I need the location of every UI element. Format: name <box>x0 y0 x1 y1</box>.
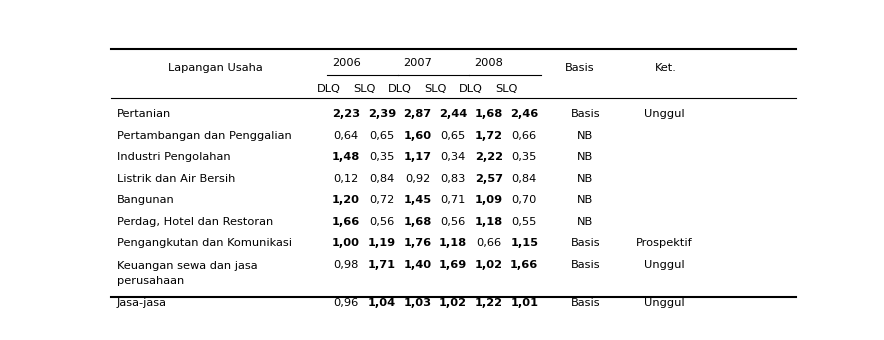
Text: 1,68: 1,68 <box>475 109 503 119</box>
Text: 0,71: 0,71 <box>440 195 466 205</box>
Text: 0,56: 0,56 <box>440 217 466 227</box>
Text: 0,96: 0,96 <box>333 299 359 308</box>
Text: 0,56: 0,56 <box>370 217 394 227</box>
Text: 0,72: 0,72 <box>370 195 394 205</box>
Text: Basis: Basis <box>570 238 600 248</box>
Text: 1,69: 1,69 <box>439 260 467 270</box>
Text: 1,66: 1,66 <box>510 260 538 270</box>
Text: 1,09: 1,09 <box>475 195 503 205</box>
Text: 2,46: 2,46 <box>510 109 538 119</box>
Text: 1,18: 1,18 <box>439 238 467 248</box>
Text: 1,60: 1,60 <box>403 131 431 141</box>
Text: Ket.: Ket. <box>654 63 676 73</box>
Text: Pertanian: Pertanian <box>117 109 171 119</box>
Text: Prospektif: Prospektif <box>636 238 692 248</box>
Text: 1,02: 1,02 <box>475 260 503 270</box>
Text: SLQ: SLQ <box>424 84 446 94</box>
Text: DLQ: DLQ <box>459 84 483 94</box>
Text: 1,72: 1,72 <box>475 131 503 141</box>
Text: Jasa-jasa: Jasa-jasa <box>117 299 167 308</box>
Text: Unggul: Unggul <box>644 109 684 119</box>
Text: 1,71: 1,71 <box>368 260 396 270</box>
Text: Pertambangan dan Penggalian: Pertambangan dan Penggalian <box>117 131 292 141</box>
Text: 2,23: 2,23 <box>332 109 361 119</box>
Text: 2008: 2008 <box>474 58 503 68</box>
Text: 2,57: 2,57 <box>475 174 503 184</box>
Text: 0,64: 0,64 <box>333 131 359 141</box>
Text: Industri Pengolahan: Industri Pengolahan <box>117 152 231 162</box>
Text: NB: NB <box>577 152 593 162</box>
Text: DLQ: DLQ <box>316 84 340 94</box>
Text: Bangunan: Bangunan <box>117 195 174 205</box>
Text: Unggul: Unggul <box>644 299 684 308</box>
Text: 0,35: 0,35 <box>512 152 537 162</box>
Text: 0,92: 0,92 <box>405 174 430 184</box>
Text: Basis: Basis <box>570 109 600 119</box>
Text: 2,44: 2,44 <box>439 109 467 119</box>
Text: NB: NB <box>577 217 593 227</box>
Text: 2006: 2006 <box>332 58 361 68</box>
Text: 1,15: 1,15 <box>510 238 538 248</box>
Text: Perdag, Hotel dan Restoran: Perdag, Hotel dan Restoran <box>117 217 273 227</box>
Text: 0,83: 0,83 <box>440 174 466 184</box>
Text: 0,65: 0,65 <box>370 131 394 141</box>
Text: 1,66: 1,66 <box>332 217 361 227</box>
Text: 1,68: 1,68 <box>403 217 431 227</box>
Text: 0,34: 0,34 <box>440 152 466 162</box>
Text: 1,76: 1,76 <box>403 238 431 248</box>
Text: SLQ: SLQ <box>495 84 518 94</box>
Text: 1,01: 1,01 <box>510 299 538 308</box>
Text: 1,18: 1,18 <box>475 217 503 227</box>
Text: 1,04: 1,04 <box>368 299 396 308</box>
Text: 0,84: 0,84 <box>370 174 394 184</box>
Text: 0,66: 0,66 <box>512 131 537 141</box>
Text: 2,39: 2,39 <box>368 109 396 119</box>
Text: Pengangkutan dan Komunikasi: Pengangkutan dan Komunikasi <box>117 238 292 248</box>
Text: 1,00: 1,00 <box>332 238 360 248</box>
Text: NB: NB <box>577 195 593 205</box>
Text: 2,22: 2,22 <box>475 152 503 162</box>
Text: Basis: Basis <box>570 299 600 308</box>
Text: 2,87: 2,87 <box>403 109 431 119</box>
Text: 1,17: 1,17 <box>403 152 431 162</box>
Text: perusahaan: perusahaan <box>117 276 184 286</box>
Text: 0,70: 0,70 <box>512 195 537 205</box>
Text: NB: NB <box>577 131 593 141</box>
Text: SLQ: SLQ <box>353 84 375 94</box>
Text: 0,35: 0,35 <box>370 152 394 162</box>
Text: NB: NB <box>577 174 593 184</box>
Text: 1,19: 1,19 <box>368 238 396 248</box>
Text: 1,03: 1,03 <box>403 299 431 308</box>
Text: 0,98: 0,98 <box>333 260 359 270</box>
Text: 0,12: 0,12 <box>333 174 359 184</box>
Text: 0,55: 0,55 <box>512 217 537 227</box>
Text: Unggul: Unggul <box>644 260 684 270</box>
Text: 1,40: 1,40 <box>403 260 431 270</box>
Text: Keuangan sewa dan jasa: Keuangan sewa dan jasa <box>117 261 257 271</box>
Text: 1,48: 1,48 <box>332 152 361 162</box>
Text: Lapangan Usaha: Lapangan Usaha <box>168 63 263 73</box>
Text: DLQ: DLQ <box>388 84 412 94</box>
Text: 2007: 2007 <box>403 58 432 68</box>
Text: 0,65: 0,65 <box>440 131 466 141</box>
Text: 1,20: 1,20 <box>332 195 360 205</box>
Text: 1,22: 1,22 <box>475 299 503 308</box>
Text: 1,45: 1,45 <box>403 195 431 205</box>
Text: 0,66: 0,66 <box>476 238 501 248</box>
Text: 0,84: 0,84 <box>512 174 537 184</box>
Text: 1,02: 1,02 <box>439 299 467 308</box>
Text: Basis: Basis <box>565 63 595 73</box>
Text: Basis: Basis <box>570 260 600 270</box>
Text: Listrik dan Air Bersih: Listrik dan Air Bersih <box>117 174 235 184</box>
